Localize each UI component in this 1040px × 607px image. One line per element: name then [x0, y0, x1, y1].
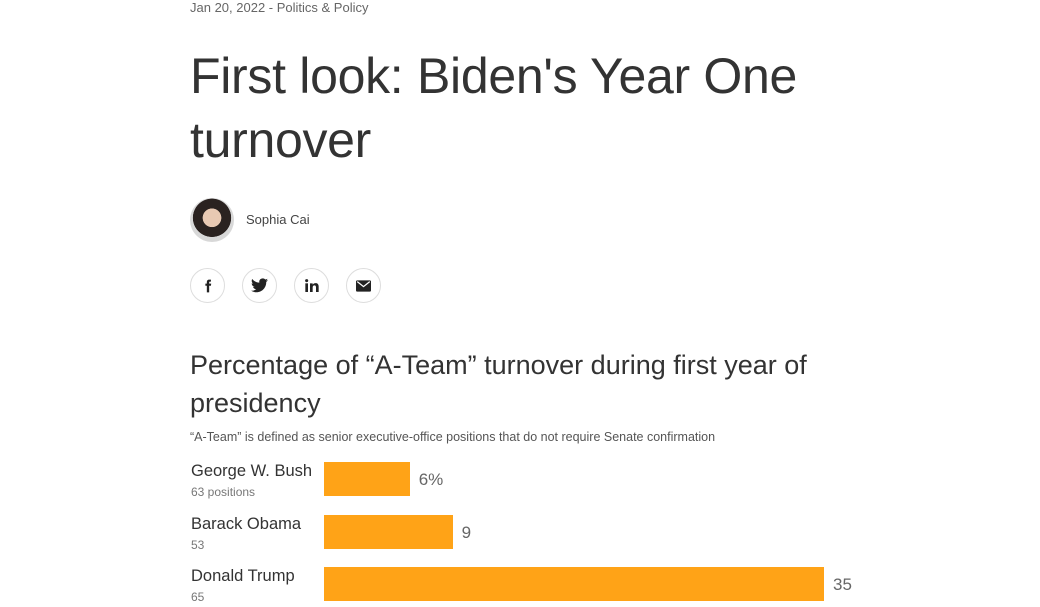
linkedin-icon	[304, 278, 319, 292]
bar-category-label: Donald Trump	[191, 567, 295, 585]
bar-category-label: Barack Obama	[191, 515, 302, 533]
bar-sublabel: 53	[191, 538, 205, 552]
bar	[324, 567, 824, 601]
twitter-icon	[251, 278, 268, 293]
bar	[324, 462, 410, 496]
article-meta: Jan 20, 2022 - Politics & Policy	[190, 0, 369, 15]
bar-value-label: 35	[833, 575, 852, 594]
bar-row: Barack Obama 53 9	[190, 515, 890, 555]
share-email-button[interactable]	[346, 268, 381, 303]
bar-sublabel: 65	[191, 590, 205, 604]
bar-category-label: George W. Bush	[191, 462, 313, 480]
bar	[324, 515, 453, 549]
bar-row: George W. Bush 63 positions 6%	[190, 462, 890, 502]
share-linkedin-button[interactable]	[294, 268, 329, 303]
author-name[interactable]: Sophia Cai	[246, 212, 310, 227]
share-facebook-button[interactable]	[190, 268, 225, 303]
avatar[interactable]	[190, 198, 234, 242]
facebook-icon	[204, 279, 211, 292]
bar-row: Donald Trump 65 35	[190, 567, 890, 607]
email-icon	[356, 279, 371, 292]
page-title: First look: Biden's Year One turnover	[190, 48, 798, 168]
bar-sublabel: 63 positions	[191, 485, 256, 499]
bar-value-label: 9	[461, 523, 472, 542]
bar-value-label: 6%	[418, 470, 444, 489]
share-twitter-button[interactable]	[242, 268, 277, 303]
chart-subtitle: “A-Team” is defined as senior executive-…	[190, 430, 716, 444]
chart-title: Percentage of “A-Team” turnover during f…	[190, 350, 807, 418]
